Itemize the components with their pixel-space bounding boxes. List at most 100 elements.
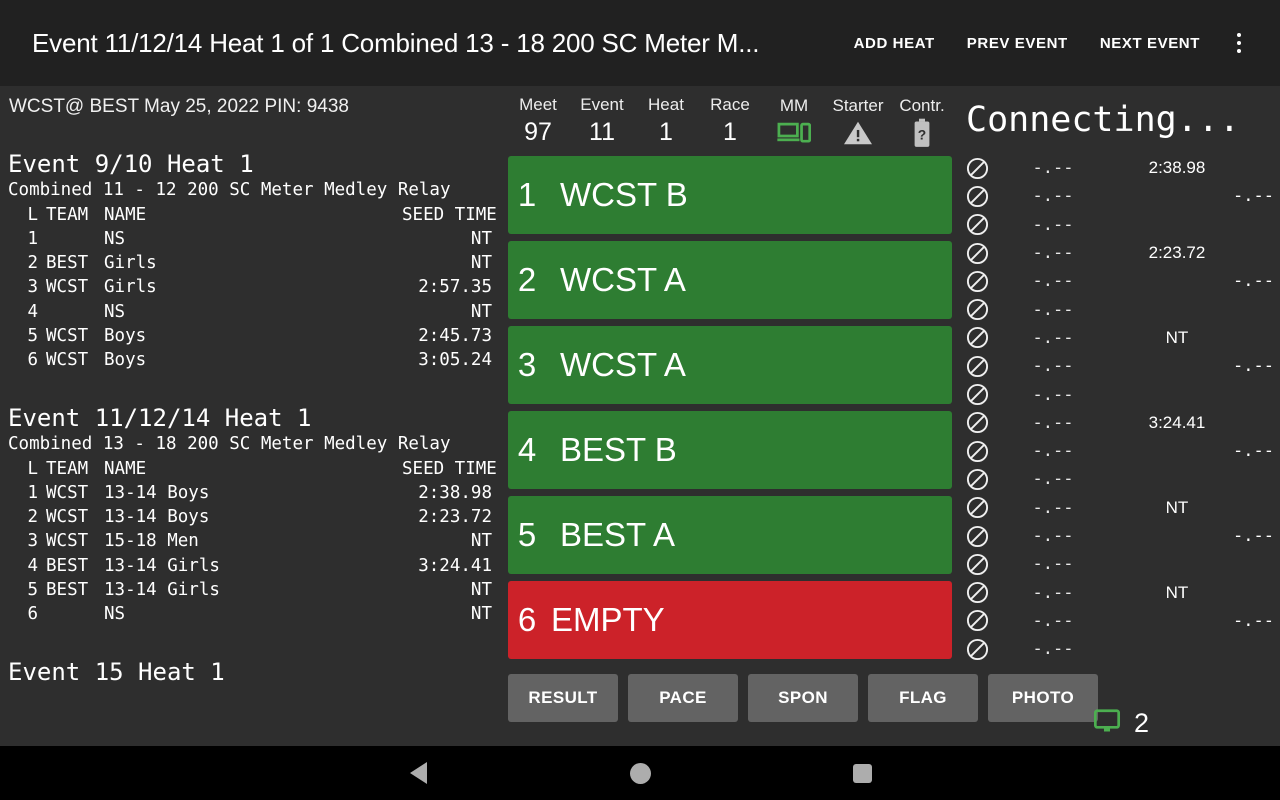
lane-row[interactable]: 2 WCST A	[508, 240, 952, 319]
back-icon[interactable]	[307, 762, 529, 784]
result-time-secondary: NT	[1165, 497, 1189, 517]
result-row[interactable]: -.-- -.--	[960, 182, 1280, 210]
result-time-primary: -.--	[1032, 243, 1074, 264]
block-icon[interactable]	[966, 496, 1010, 519]
result-row[interactable]: -.--	[960, 465, 1280, 493]
block-icon[interactable]	[966, 609, 1010, 632]
more-vert-icon[interactable]	[1222, 23, 1256, 63]
status-cell-mm[interactable]: MM	[762, 95, 826, 149]
block-icon[interactable]	[966, 383, 1010, 406]
block-icon[interactable]	[966, 157, 1010, 180]
table-row[interactable]: 1 WCST 13-14 Boys 2:38.98	[8, 481, 492, 505]
lane-row[interactable]: 5 BEST A	[508, 495, 952, 574]
table-row[interactable]: 2 BEST Girls NT	[8, 251, 492, 275]
block-icon[interactable]	[966, 270, 1010, 293]
result-row[interactable]: -.-- 3:24.41	[960, 409, 1280, 437]
table-row[interactable]: 6 NS NT	[8, 602, 492, 626]
status-cell-meet[interactable]: Meet 97	[506, 94, 570, 149]
result-time-secondary: 3:24.41	[1148, 412, 1206, 432]
result-row[interactable]: -.--	[960, 635, 1280, 663]
result-row[interactable]: -.--	[960, 380, 1280, 408]
status-cell-event[interactable]: Event 11	[570, 94, 634, 149]
result-row[interactable]: -.-- -.--	[960, 437, 1280, 465]
heat-sheet-panel[interactable]: WCST@ BEST May 25, 2022 PIN: 9438 Event …	[0, 86, 500, 746]
result-time-primary: -.--	[1032, 526, 1074, 546]
status-cell-starter[interactable]: Starter	[826, 95, 890, 149]
prev-event-button[interactable]: PREV EVENT	[951, 25, 1084, 62]
result-row[interactable]: -.-- NT	[960, 578, 1280, 606]
result-row[interactable]: -.--	[960, 295, 1280, 323]
table-row[interactable]: 1 NS NT	[8, 227, 492, 251]
block-icon[interactable]	[966, 638, 1010, 661]
display-count[interactable]: 2	[1090, 707, 1149, 740]
recents-icon[interactable]	[751, 763, 973, 783]
result-row[interactable]: -.-- NT	[960, 494, 1280, 522]
block-icon[interactable]	[966, 326, 1010, 349]
col-header-seed: SEED TIME	[402, 205, 497, 226]
flag-button[interactable]: FLAG	[868, 673, 978, 722]
block-icon[interactable]	[966, 213, 1010, 236]
block-icon[interactable]	[966, 581, 1010, 604]
lane-row[interactable]: 1 WCST B	[508, 155, 952, 234]
pace-button[interactable]: PACE	[628, 673, 738, 722]
lane-row[interactable]: 6 EMPTY	[508, 580, 952, 659]
event-block[interactable]: Event 11/12/14 Heat 1 Combined 13 - 18 20…	[8, 404, 497, 626]
lane-number: 2	[517, 260, 537, 298]
event-block[interactable]: Event 9/10 Heat 1 Combined 11 - 12 200 SC…	[8, 150, 497, 372]
block-icon[interactable]	[966, 440, 1010, 463]
event-block[interactable]: Event 15 Heat 1	[8, 658, 492, 687]
phonelink-icon	[762, 117, 826, 149]
lane-row[interactable]: 3 WCST A	[508, 325, 952, 404]
result-row[interactable]: -.-- -.--	[960, 267, 1280, 295]
result-button[interactable]: RESULT	[508, 673, 618, 722]
status-cell-race[interactable]: Race 1	[698, 94, 762, 149]
home-icon[interactable]	[529, 762, 751, 784]
status-label: Event	[580, 95, 624, 114]
block-icon[interactable]	[966, 553, 1010, 576]
table-row[interactable]: 3 WCST 15-18 Men NT	[8, 529, 492, 553]
lane-number: 3	[517, 345, 537, 383]
table-row[interactable]: 3 WCST Girls 2:57.35	[8, 275, 492, 299]
table-row[interactable]: 5 BEST 13-14 Girls NT	[8, 578, 492, 602]
spon-button[interactable]: SPON	[748, 673, 858, 722]
entry-name: 13-14 Boys	[104, 507, 210, 528]
table-row[interactable]: 4 NS NT	[8, 300, 492, 324]
block-icon[interactable]	[966, 411, 1010, 434]
photo-button[interactable]: PHOTO	[988, 673, 1098, 722]
next-event-button[interactable]: NEXT EVENT	[1084, 25, 1216, 62]
lane-row[interactable]: 4 BEST B	[508, 410, 952, 489]
table-row[interactable]: 2 WCST 13-14 Boys 2:23.72	[8, 505, 492, 529]
entry-lane: 4	[27, 555, 38, 576]
result-row[interactable]: -.--	[960, 211, 1280, 239]
block-icon[interactable]	[966, 355, 1010, 378]
event-subtitle: Combined 11 - 12 200 SC Meter Medley Rel…	[8, 180, 451, 201]
table-row[interactable]: 6 WCST Boys 3:05.24	[8, 348, 492, 372]
col-header-lane: L	[27, 205, 38, 226]
block-icon[interactable]	[966, 298, 1010, 321]
block-icon[interactable]	[966, 242, 1010, 265]
result-row[interactable]: -.-- NT	[960, 324, 1280, 352]
result-row[interactable]: -.-- -.--	[960, 522, 1280, 550]
result-row[interactable]: -.-- -.--	[960, 607, 1280, 635]
lane-number: 6	[517, 600, 537, 638]
result-row[interactable]: -.--	[960, 550, 1280, 578]
entry-team: WCST	[46, 483, 89, 504]
result-row[interactable]: -.-- -.--	[960, 352, 1280, 380]
result-row[interactable]: -.-- 2:38.98	[960, 154, 1280, 182]
block-icon[interactable]	[966, 185, 1010, 208]
entry-team	[38, 602, 96, 626]
result-time-secondary: -.--	[1233, 526, 1274, 546]
block-icon[interactable]	[966, 525, 1010, 548]
status-cell-heat[interactable]: Heat 1	[634, 94, 698, 149]
table-row[interactable]: 4 BEST 13-14 Girls 3:24.41	[8, 554, 492, 578]
lane-team-name: WCST A	[560, 345, 686, 383]
table-row[interactable]: 5 WCST Boys 2:45.73	[8, 324, 492, 348]
lane-number: 5	[517, 515, 537, 553]
lane-team-name: BEST A	[560, 515, 675, 553]
col-header-team: TEAM	[46, 459, 89, 480]
block-icon[interactable]	[966, 468, 1010, 491]
lane-team-name: BEST B	[560, 430, 677, 468]
status-cell-contr[interactable]: Contr.?	[890, 95, 954, 149]
result-row[interactable]: -.-- 2:23.72	[960, 239, 1280, 267]
add-heat-button[interactable]: ADD HEAT	[838, 25, 951, 62]
